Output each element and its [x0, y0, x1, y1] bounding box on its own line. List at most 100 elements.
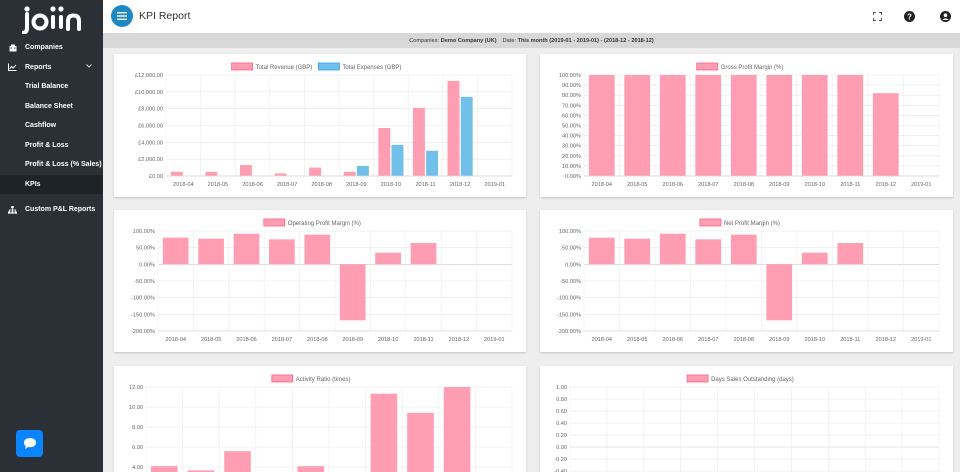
help-button[interactable]: ?: [903, 10, 916, 23]
bar-2018-08[interactable]: [304, 234, 331, 265]
bar-2018-11[interactable]: [426, 150, 439, 176]
bar-2018-07[interactable]: [274, 173, 287, 176]
bar-2018-04[interactable]: [162, 237, 189, 265]
joiin-logo[interactable]: [22, 6, 84, 34]
bar-2018-09[interactable]: [766, 264, 793, 321]
y-tick-label: 6.00: [132, 445, 143, 451]
bar-2018-08[interactable]: [730, 234, 757, 265]
y-tick-label: 10.00: [129, 405, 143, 411]
bar-2018-06[interactable]: [659, 75, 686, 176]
legend-label[interactable]: Gross Profit Margin (%): [721, 65, 784, 71]
date-value[interactable]: This month (2019-01 - 2019-01) - (2018-1…: [517, 37, 654, 44]
y-tick-label: 4.00: [132, 465, 143, 471]
bar-2018-07[interactable]: [695, 75, 722, 176]
sidebar-item-profit-and-loss[interactable]: Profit & Loss: [0, 136, 103, 156]
legend-label[interactable]: Operating Profit Margin (%): [288, 221, 361, 227]
bar-2018-05[interactable]: [198, 238, 224, 265]
legend-swatch[interactable]: [696, 62, 719, 71]
sidebar-item-label: Trial Balance: [25, 83, 69, 91]
y-tick-label: 0.00%: [565, 174, 581, 180]
bar-2018-04[interactable]: [170, 171, 183, 176]
bar-2018-05[interactable]: [624, 75, 651, 176]
sidebar-item-companies[interactable]: Companies: [0, 38, 103, 58]
bar-2018-12[interactable]: [443, 387, 471, 472]
legend-label[interactable]: Total Revenue (GBP): [256, 65, 313, 71]
operating-profit-margin-chart: Operating Profit Margin (%) 100.00% 50.00%…: [131, 218, 513, 343]
sidebar-item-profit-and-loss-sales[interactable]: Profit & Loss (% Sales): [0, 155, 103, 175]
x-tick-label: 2018-07: [698, 182, 719, 188]
bar-2018-09[interactable]: [356, 165, 369, 176]
bar-2018-11[interactable]: [407, 412, 434, 472]
bar-2018-11[interactable]: [837, 243, 864, 265]
bar-2018-05[interactable]: [205, 171, 218, 176]
y-tick-label: -150.00%: [557, 312, 581, 318]
x-tick-label: 2018-08: [311, 182, 332, 188]
y-tick-label: -200.00%: [557, 329, 581, 335]
legend-label[interactable]: Net Profit Margin (%): [724, 221, 780, 227]
sidebar-item-label: Custom P&L Reports: [25, 206, 96, 214]
legend-label[interactable]: Days Sales Outstanding (days): [711, 377, 794, 383]
sidebar-item-balance-sheet[interactable]: Balance Sheet: [0, 97, 103, 117]
sidebar-item-trial-balance[interactable]: Trial Balance: [0, 77, 103, 97]
y-tick-label: 20.00%: [562, 154, 581, 160]
bar-2018-08[interactable]: [730, 75, 757, 176]
bar-2018-11[interactable]: [412, 107, 425, 176]
chat-button[interactable]: [16, 430, 43, 457]
sidebar-item-label: Profit & Loss: [25, 141, 69, 149]
account-button[interactable]: [939, 10, 952, 23]
bar-2018-10[interactable]: [370, 393, 398, 472]
legend-label[interactable]: Activity Ratio (times): [296, 377, 351, 383]
bar-2018-10[interactable]: [378, 128, 391, 176]
gross-profit-margin-chart: Gross Profit Margin (%) 100.00% 90.00% 80.0…: [559, 62, 940, 188]
bar-2018-07[interactable]: [269, 239, 295, 265]
sidebar-item-label: Companies: [25, 44, 63, 52]
x-tick-label: 2019-01: [484, 182, 505, 188]
legend-swatch[interactable]: [263, 218, 286, 227]
bar-2018-09[interactable]: [766, 75, 793, 176]
menu-button[interactable]: [111, 5, 133, 27]
bar-2018-06[interactable]: [224, 451, 251, 472]
bar-2018-09[interactable]: [339, 264, 366, 321]
days-sales-outstanding-chart-card: Days Sales Outstanding (days) 1.00 0.80 0.6…: [540, 366, 953, 472]
x-tick-label: 2018-08: [733, 337, 754, 343]
bar-2018-09[interactable]: [343, 171, 356, 176]
y-tick-label: 0.60: [556, 409, 567, 415]
bar-2018-04[interactable]: [150, 466, 178, 472]
bar-2018-04[interactable]: [588, 75, 615, 176]
legend-swatch[interactable]: [231, 62, 253, 71]
bar-2018-12[interactable]: [447, 80, 460, 176]
bar-2018-05[interactable]: [187, 470, 215, 472]
sidebar-item-custom-pandl-reports[interactable]: Custom P&L Reports: [0, 200, 103, 220]
bar-2018-10[interactable]: [375, 252, 401, 265]
bar-2018-07[interactable]: [695, 239, 722, 265]
bar-2018-12[interactable]: [872, 93, 899, 176]
bar-2018-06[interactable]: [233, 233, 260, 265]
sidebar-item-cashflow[interactable]: Cashflow: [0, 116, 103, 136]
bar-2018-11[interactable]: [410, 243, 437, 265]
legend-swatch[interactable]: [699, 218, 722, 227]
fullscreen-button[interactable]: [871, 10, 884, 23]
net-profit-margin-chart-card: Net Profit Margin (%) 100.00% 50.00% 0.00% -…: [540, 210, 953, 352]
bar-2018-05[interactable]: [624, 238, 651, 265]
legend-swatch[interactable]: [317, 62, 340, 71]
companies-value[interactable]: Demo Company (UK): [440, 37, 497, 44]
bar-2018-08[interactable]: [297, 466, 325, 472]
bar-2018-06[interactable]: [239, 165, 252, 176]
bar-2018-12[interactable]: [460, 96, 473, 176]
bar-2018-04[interactable]: [588, 237, 615, 265]
bar-2018-10[interactable]: [391, 144, 404, 176]
bar-2018-11[interactable]: [837, 75, 864, 176]
legend-label[interactable]: Total Expenses (GBP): [342, 65, 401, 71]
legend-swatch[interactable]: [271, 374, 294, 383]
sidebar-item-reports[interactable]: Reports: [0, 58, 103, 78]
bar-2018-08[interactable]: [309, 167, 322, 176]
y-tick-label: 40.00%: [562, 134, 581, 140]
legend-swatch[interactable]: [686, 374, 709, 383]
bar-2018-10[interactable]: [801, 252, 828, 265]
chart-legend: Total Revenue (GBP) Total Expenses (GBP): [231, 62, 401, 71]
sidebar-item-kpis[interactable]: KPIs: [0, 174, 103, 194]
x-tick-label: 2018-11: [840, 337, 860, 343]
bar-2018-10[interactable]: [801, 75, 828, 176]
sidebar-item-label: Profit & Loss (% Sales): [25, 161, 102, 169]
bar-2018-06[interactable]: [659, 233, 686, 265]
